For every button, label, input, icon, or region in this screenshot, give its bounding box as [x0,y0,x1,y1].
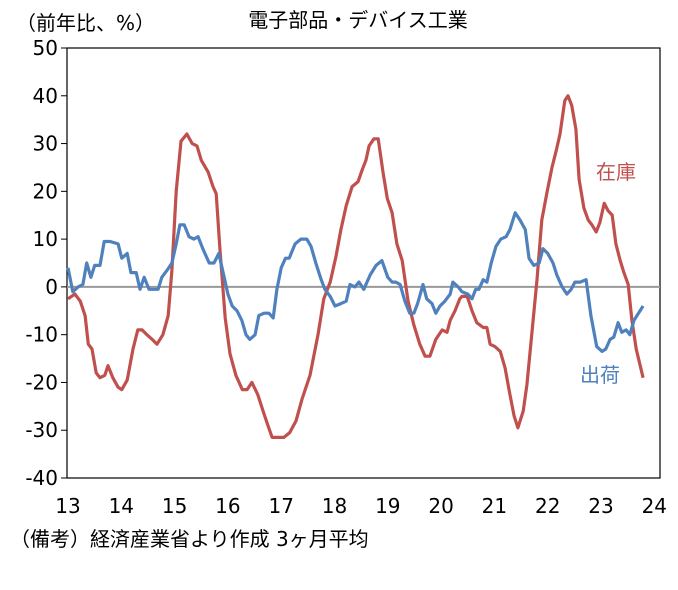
plot-area [66,47,661,479]
y-tick-label: 10 [33,227,58,251]
series-label-shipments: 出荷 [580,363,620,387]
y-tick-label: -30 [25,418,58,442]
series-line-shipments [66,211,645,353]
footnote: （備考）経済産業省より作成 3ヶ月平均 [10,527,369,551]
y-tick-label: 50 [33,36,58,60]
y-tick-label: 0 [45,275,58,299]
x-tick-label: 21 [482,494,507,518]
x-tick-label: 15 [162,494,187,518]
series-line-inventory [67,94,645,439]
x-tick-label: 17 [268,494,293,518]
chart-title: 電子部品・デバイス工業 [248,8,467,32]
x-tick-label: 22 [535,494,560,518]
x-tick-label: 14 [109,494,134,518]
y-tick-label: 20 [33,179,58,203]
y-axis-label: （前年比、%） [16,11,155,35]
x-tick-label: 20 [428,494,453,518]
series-label-inventory: 在庫 [596,160,636,184]
y-tick-label: 40 [33,84,58,108]
y-tick-label: 30 [33,132,58,156]
x-tick-label: 13 [55,494,80,518]
x-tick-label: 19 [375,494,400,518]
y-tick-label: -40 [25,466,58,490]
y-tick-label: -20 [25,370,58,394]
x-tick-label: 24 [642,494,667,518]
x-tick-label: 23 [588,494,613,518]
y-tick-label: -10 [25,323,58,347]
x-tick-label: 18 [322,494,347,518]
x-tick-label: 16 [215,494,240,518]
